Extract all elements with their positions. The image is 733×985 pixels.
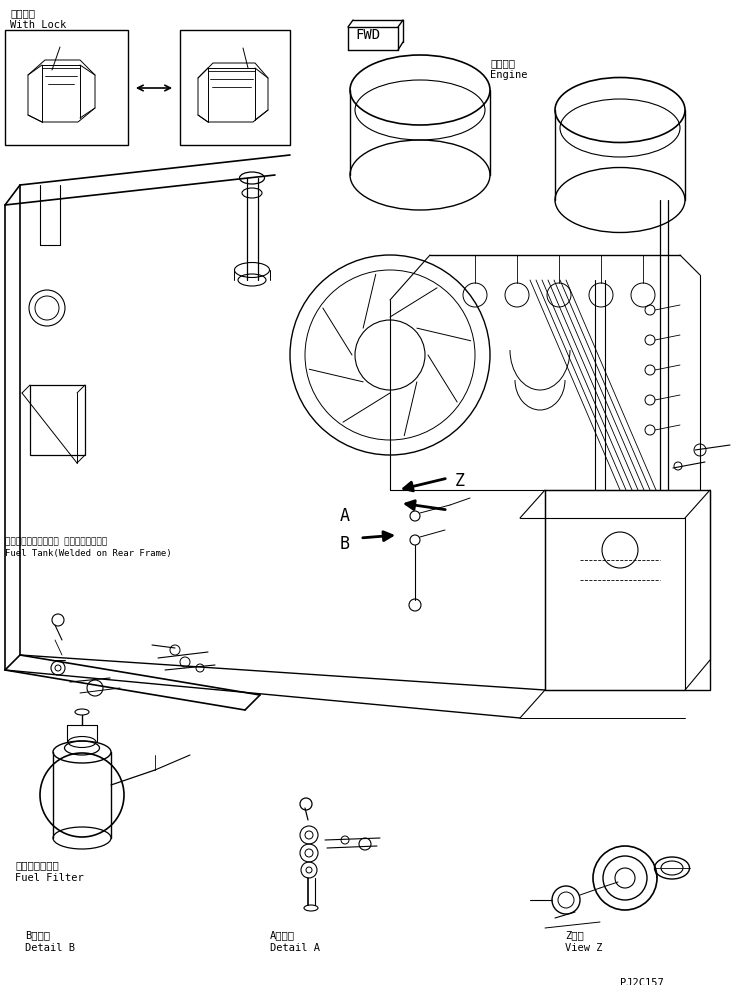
Text: フェルフィルタ: フェルフィルタ bbox=[15, 860, 59, 870]
Bar bbox=[180, 30, 290, 145]
Bar bbox=[5, 30, 128, 145]
Text: FWD: FWD bbox=[355, 28, 380, 42]
Bar bbox=[545, 490, 710, 690]
Text: A: A bbox=[340, 507, 350, 525]
Text: ロック付: ロック付 bbox=[10, 8, 35, 18]
Text: With Lock: With Lock bbox=[10, 20, 66, 30]
Text: Engine: Engine bbox=[490, 70, 528, 80]
Text: フェルタンク（リヤー フレームに溢接）: フェルタンク（リヤー フレームに溢接） bbox=[5, 537, 107, 546]
Text: B　詳細: B 詳細 bbox=[25, 930, 50, 940]
Bar bbox=[30, 385, 85, 455]
Text: Z: Z bbox=[455, 472, 465, 490]
Text: Fuel Tank(Welded on Rear Frame): Fuel Tank(Welded on Rear Frame) bbox=[5, 549, 172, 558]
Text: Fuel Filter: Fuel Filter bbox=[15, 873, 84, 883]
Text: PJ2C157: PJ2C157 bbox=[620, 978, 664, 985]
Text: View Z: View Z bbox=[565, 943, 603, 953]
Text: Detail B: Detail B bbox=[25, 943, 75, 953]
Text: エンジン: エンジン bbox=[490, 58, 515, 68]
Text: Detail A: Detail A bbox=[270, 943, 320, 953]
Text: Z　視: Z 視 bbox=[565, 930, 583, 940]
Text: A　詳細: A 詳細 bbox=[270, 930, 295, 940]
Text: B: B bbox=[340, 535, 350, 553]
